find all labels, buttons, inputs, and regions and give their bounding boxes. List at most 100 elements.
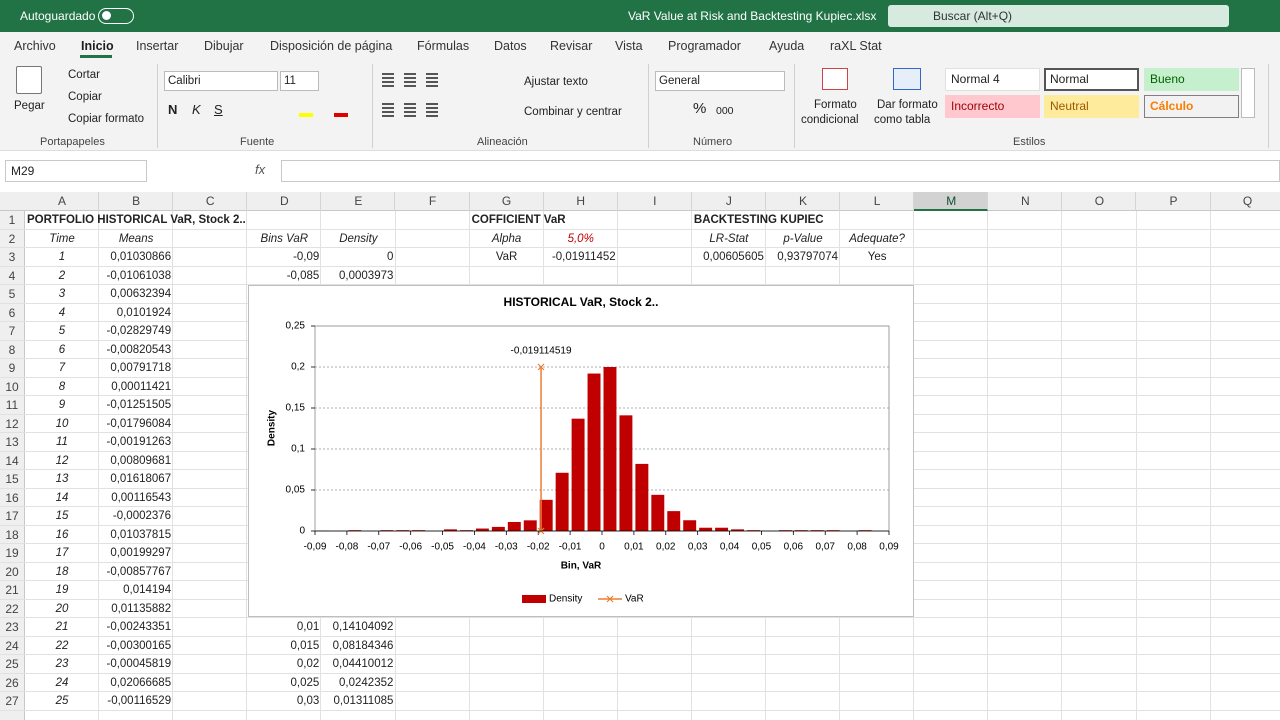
cell[interactable]: 0,00605605: [703, 251, 764, 263]
wrap-text-button[interactable]: Ajustar texto: [524, 76, 588, 88]
align-icon-line[interactable]: [404, 111, 416, 113]
row-number[interactable]: 26: [5, 675, 19, 690]
cell[interactable]: 0,0003973: [339, 269, 394, 282]
cell[interactable]: 0: [386, 251, 394, 263]
cell[interactable]: 13: [55, 473, 69, 485]
cell[interactable]: 0,02: [296, 658, 320, 670]
cell[interactable]: -0,0002376: [112, 510, 172, 522]
name-box[interactable]: [5, 160, 147, 182]
cell[interactable]: Means: [118, 232, 154, 245]
cell[interactable]: 25: [55, 695, 69, 707]
column-letter[interactable]: O: [1094, 194, 1105, 208]
column-letter[interactable]: M: [946, 194, 957, 208]
ribbon-tab[interactable]: Archivo: [14, 39, 56, 53]
row-number[interactable]: 3: [8, 250, 16, 264]
search-placeholder[interactable]: Buscar (Alt+Q): [933, 9, 1013, 23]
cell[interactable]: -0,00857767: [106, 565, 172, 578]
cell[interactable]: -0,00191263: [106, 436, 172, 448]
row-number[interactable]: 19: [5, 546, 19, 560]
cell[interactable]: 21: [55, 621, 69, 633]
row-number[interactable]: 1: [8, 213, 16, 227]
column-letter[interactable]: G: [501, 194, 512, 208]
cell[interactable]: Bins VaR: [260, 232, 309, 245]
cell[interactable]: 9: [58, 399, 66, 411]
cell[interactable]: -0,00820543: [106, 343, 172, 356]
cell[interactable]: 0,014194: [123, 584, 172, 596]
cell[interactable]: 16: [55, 528, 69, 541]
cell[interactable]: 0,00116543: [111, 491, 172, 504]
column-letter[interactable]: Q: [1242, 194, 1253, 208]
cell-style[interactable]: Normal 4: [951, 72, 1000, 86]
font-name-box[interactable]: [164, 71, 278, 91]
cell[interactable]: 0,00791718: [110, 362, 172, 374]
cell[interactable]: 7: [58, 362, 66, 374]
cell[interactable]: 19: [55, 584, 69, 596]
cell[interactable]: -0,01251505: [106, 399, 172, 411]
font-name[interactable]: Calibri: [168, 75, 201, 87]
ribbon-tab[interactable]: Vista: [615, 39, 643, 53]
align-icon-line[interactable]: [404, 103, 416, 105]
cell[interactable]: -0,02829749: [106, 325, 172, 337]
thousands-button[interactable]: 000: [716, 105, 734, 117]
align-icon-line[interactable]: [426, 77, 438, 79]
cell[interactable]: COFFICIENT VaR: [471, 214, 566, 226]
table-format-button[interactable]: Dar formato: [877, 99, 938, 111]
cell-style-swatch[interactable]: [1044, 95, 1139, 118]
cell[interactable]: Yes: [867, 251, 887, 263]
ribbon-tab[interactable]: Disposición de página: [270, 39, 393, 53]
row-number[interactable]: 9: [8, 361, 16, 375]
align-icon-line[interactable]: [426, 107, 438, 109]
column-letter[interactable]: C: [205, 194, 215, 208]
cell[interactable]: Adequate?: [849, 232, 905, 245]
column-letter[interactable]: A: [57, 194, 66, 208]
column-letter[interactable]: D: [279, 194, 289, 208]
ribbon-tab[interactable]: Inicio: [81, 39, 114, 53]
column-letter[interactable]: B: [132, 194, 141, 208]
row-number[interactable]: 14: [5, 453, 19, 468]
cell-style[interactable]: Normal: [1050, 72, 1089, 86]
row-number[interactable]: 12: [5, 416, 19, 431]
align-icon-line[interactable]: [404, 115, 416, 117]
column-letter[interactable]: P: [1169, 194, 1178, 208]
ribbon-tab[interactable]: Datos: [494, 39, 527, 53]
number-format[interactable]: General: [659, 75, 700, 87]
cell[interactable]: 4: [58, 306, 66, 319]
align-icon-line[interactable]: [426, 73, 438, 75]
ribbon-tab[interactable]: Programador: [668, 39, 741, 53]
row-number[interactable]: 24: [5, 638, 19, 653]
cell[interactable]: 24: [55, 676, 69, 689]
cell[interactable]: 11: [56, 436, 68, 448]
cell[interactable]: 15: [55, 510, 69, 522]
row-number[interactable]: 8: [8, 342, 16, 357]
cell[interactable]: 23: [55, 658, 69, 670]
paste-icon[interactable]: [16, 66, 42, 94]
cell[interactable]: 18: [55, 565, 69, 578]
row-number[interactable]: 21: [5, 583, 19, 597]
row-number[interactable]: 22: [5, 601, 19, 616]
cell-style[interactable]: Cálculo: [1150, 99, 1194, 113]
align-icon-line[interactable]: [404, 81, 416, 83]
cell[interactable]: 0,00809681: [110, 454, 172, 467]
row-number[interactable]: 18: [5, 527, 19, 542]
cell[interactable]: 0,015: [290, 639, 320, 652]
ribbon-tab[interactable]: Fórmulas: [417, 39, 470, 53]
cell-style-swatch[interactable]: [945, 95, 1040, 118]
row-number[interactable]: 17: [5, 509, 19, 523]
cell[interactable]: -0,01911452: [551, 251, 616, 263]
cell-style-swatch[interactable]: [1044, 68, 1139, 91]
cell[interactable]: 0,0101924: [116, 306, 172, 319]
row-number[interactable]: 16: [5, 490, 19, 505]
align-icon-line[interactable]: [382, 81, 394, 83]
column-letter[interactable]: N: [1020, 194, 1030, 208]
copy-button[interactable]: Copiar: [68, 91, 102, 103]
ribbon-tab[interactable]: raXL Stat: [830, 39, 882, 53]
cell[interactable]: -0,01061038: [106, 269, 172, 282]
align-icon-line[interactable]: [382, 111, 394, 113]
row-number[interactable]: 15: [5, 472, 19, 486]
column-letter[interactable]: K: [798, 194, 807, 208]
cell[interactable]: Density: [339, 232, 378, 245]
cell[interactable]: 0,01: [296, 621, 320, 633]
align-icon-line[interactable]: [404, 85, 416, 87]
merge-center-button[interactable]: Combinar y centrar: [524, 106, 622, 118]
cell[interactable]: Alpha: [491, 232, 522, 245]
